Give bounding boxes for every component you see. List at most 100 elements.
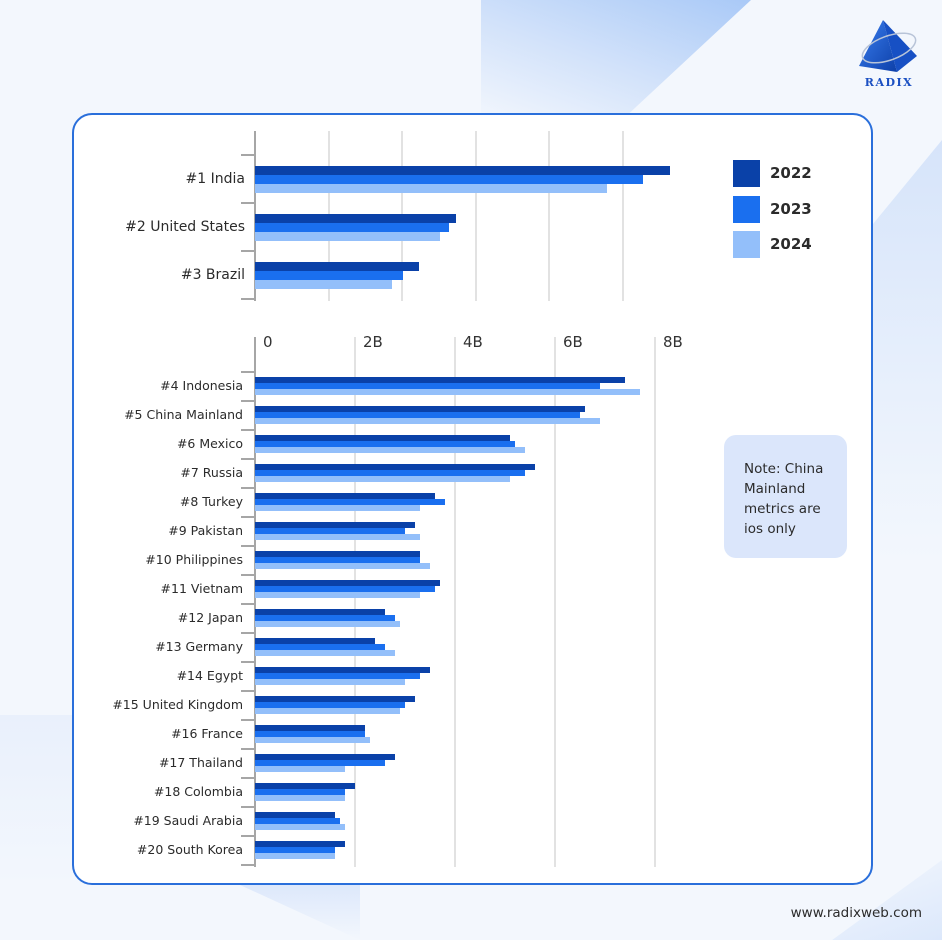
axis-tick (241, 690, 255, 692)
axis-tick (241, 748, 255, 750)
axis-tick (241, 516, 255, 518)
gridline (548, 131, 551, 301)
bar-2024 (255, 389, 640, 395)
bar-2022 (255, 783, 355, 789)
category-label: #9 Pakistan (168, 523, 243, 538)
gridline (622, 131, 624, 301)
gridline (474, 131, 477, 301)
legend-swatch (733, 231, 760, 258)
axis-tick (241, 154, 255, 156)
bar-2024 (255, 766, 345, 772)
bar-2024 (255, 447, 525, 453)
bar-2022 (255, 609, 385, 615)
bar-2023 (255, 760, 385, 766)
category-label: #7 Russia (180, 465, 243, 480)
bar-2023 (255, 847, 335, 853)
bar-2023 (255, 528, 405, 534)
axis-tick (241, 202, 255, 204)
bar-2022 (255, 214, 456, 223)
bar-2023 (255, 644, 385, 650)
bar-2022 (255, 551, 420, 557)
axis-tick (241, 371, 255, 373)
category-label: #20 South Korea (136, 842, 243, 857)
bar-2024 (255, 280, 392, 289)
legend-swatch (733, 196, 760, 223)
bar-2024 (255, 853, 335, 859)
bar-2023 (255, 499, 445, 505)
category-label: #5 China Mainland (124, 407, 243, 422)
category-label: #11 Vietnam (160, 581, 243, 596)
axis-tick (241, 458, 255, 460)
axis-tick (241, 835, 255, 837)
bar-2023 (255, 673, 420, 679)
bar-2023 (255, 557, 420, 563)
pyramid-icon (859, 20, 917, 72)
gridline (554, 337, 556, 867)
bar-2024 (255, 184, 607, 193)
bar-2023 (255, 271, 403, 280)
category-label: #15 United Kingdom (112, 697, 243, 712)
category-label: #4 Indonesia (160, 378, 243, 393)
bar-2024 (255, 708, 400, 714)
bar-2022 (255, 725, 365, 731)
x-tick-label: 2B (363, 333, 383, 351)
bar-2022 (255, 812, 335, 818)
gridline (454, 337, 456, 867)
axis-tick (241, 632, 255, 634)
bar-2023 (255, 441, 515, 447)
background-decoration (481, 0, 751, 113)
bar-2022 (255, 435, 510, 441)
bar-2024 (255, 621, 400, 627)
bar-2022 (255, 377, 625, 383)
bar-2022 (255, 522, 415, 528)
bar-2022 (255, 696, 415, 702)
x-tick-label: 6B (563, 333, 583, 351)
bar-2022 (255, 166, 671, 175)
category-label: #6 Mexico (176, 436, 243, 451)
bar-2022 (255, 754, 395, 760)
background-decoration (873, 140, 942, 560)
gridline (654, 337, 656, 867)
bar-2023 (255, 412, 580, 418)
axis-tick (241, 487, 255, 489)
gridline (354, 337, 356, 867)
bar-2023 (255, 818, 340, 824)
logo-text: RADIX (864, 76, 914, 89)
category-label: #14 Egypt (176, 668, 243, 683)
bar-2024 (255, 505, 420, 511)
background-decoration (240, 885, 360, 940)
x-tick-label: 0 (263, 333, 273, 351)
x-tick-label: 8B (663, 333, 683, 351)
axis-tick (241, 603, 255, 605)
bar-2024 (255, 650, 395, 656)
website-url[interactable]: www.radixweb.com (790, 905, 922, 921)
bar-2024 (255, 563, 430, 569)
bar-2022 (255, 667, 430, 673)
bar-2023 (255, 615, 395, 621)
bar-2024 (255, 476, 510, 482)
bar-2022 (255, 493, 435, 499)
bar-2022 (255, 638, 375, 644)
bar-2022 (255, 464, 535, 470)
bar-2024 (255, 418, 600, 424)
bar-2024 (255, 534, 420, 540)
x-tick-label: 4B (463, 333, 483, 351)
bar-2024 (255, 232, 440, 241)
category-label: #18 Colombia (153, 784, 243, 799)
bar-2024 (255, 737, 370, 743)
legend-label: 2022 (770, 164, 812, 182)
axis-tick (241, 400, 255, 402)
bar-2022 (255, 841, 345, 847)
category-label: #12 Japan (177, 610, 243, 625)
bar-2022 (255, 580, 440, 586)
axis-tick (241, 777, 255, 779)
category-label: #17 Thailand (158, 755, 243, 770)
axis-tick (241, 429, 255, 431)
axis-tick (241, 574, 255, 576)
bar-2023 (255, 175, 643, 184)
category-label: #8 Turkey (179, 494, 243, 509)
legend-label: 2023 (770, 200, 812, 218)
bar-2023 (255, 731, 365, 737)
background-decoration (0, 715, 72, 885)
category-label: #19 Saudi Arabia (133, 813, 243, 828)
